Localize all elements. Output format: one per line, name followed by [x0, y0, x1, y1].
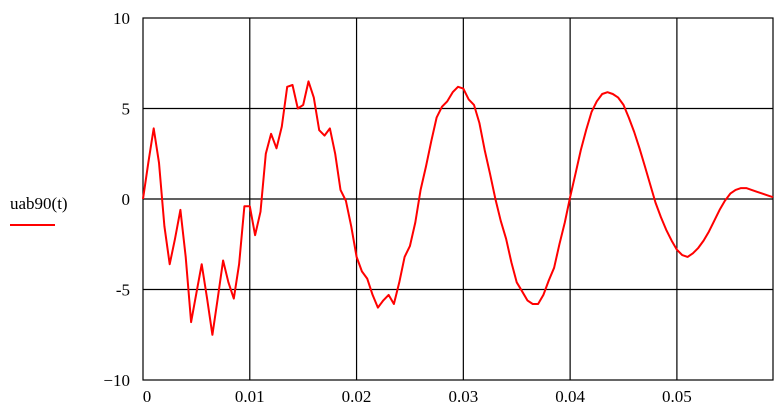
- x-tick-label: 0: [143, 387, 152, 406]
- y-tick-label: -5: [116, 281, 130, 300]
- grid: [143, 18, 773, 380]
- y-tick-label: 10: [113, 9, 130, 28]
- tick-labels: 0 0.01 0.02 0.03 0.04 0.05 10 5 0 -5 −10: [103, 9, 691, 406]
- x-tick-label: 0.01: [235, 387, 265, 406]
- x-tick-label: 0.02: [342, 387, 372, 406]
- y-tick-label: 0: [122, 190, 131, 209]
- y-tick-label: 5: [122, 100, 131, 119]
- series-line-0: [142, 80, 774, 336]
- x-tick-label: 0.03: [448, 387, 478, 406]
- legend: uab90(t): [10, 194, 68, 226]
- x-tick-label: 0.04: [555, 387, 585, 406]
- x-tick-label: 0.05: [662, 387, 692, 406]
- legend-label: uab90(t): [10, 194, 68, 213]
- y-tick-label: −10: [103, 371, 130, 390]
- series-layer: [142, 80, 774, 336]
